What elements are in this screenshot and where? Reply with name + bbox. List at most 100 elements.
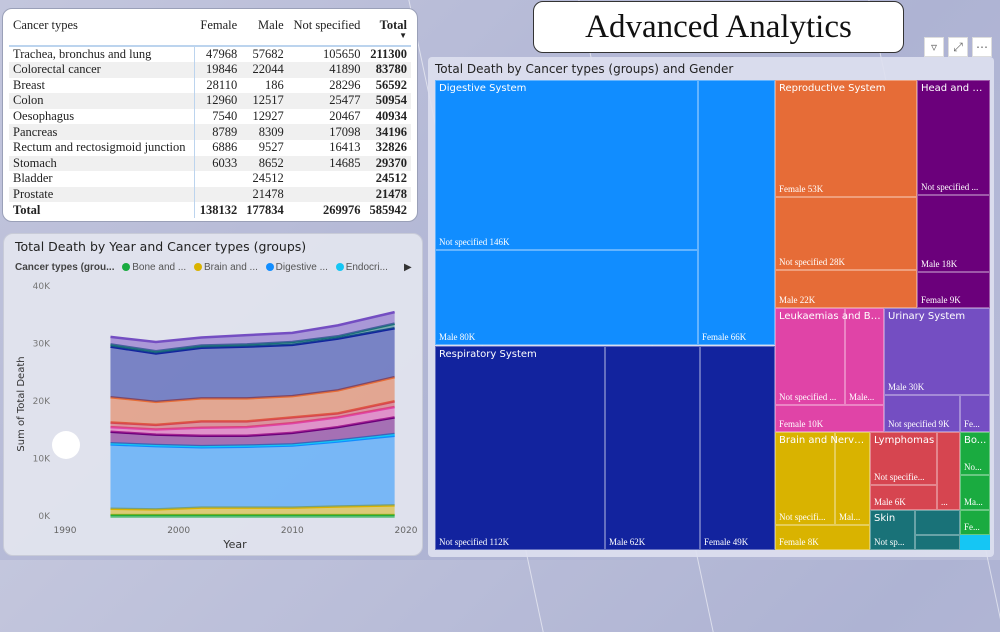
treemap-group-label: Bo... (964, 435, 987, 446)
treemap-visual: Total Death by Cancer types (groups) and… (428, 57, 994, 557)
legend-label: Bone and ... (132, 262, 187, 273)
treemap-cell-label: No... (964, 462, 982, 472)
column-header[interactable]: Cancer types (9, 15, 195, 47)
treemap-cell[interactable]: Fe... (960, 510, 990, 535)
table-cell: 211300 (370, 47, 407, 61)
filter-icon[interactable]: ▿ (924, 37, 944, 57)
table-header-row: Cancer types Female Male Not specified Total… (9, 15, 411, 47)
column-header[interactable]: Male (241, 15, 288, 47)
treemap-group[interactable] (960, 535, 990, 550)
area-series-8[interactable] (110, 328, 395, 402)
treemap-group[interactable]: Not specifi... Mal... Female 8K Brain and N… (775, 432, 870, 550)
column-header-label: Total (379, 18, 407, 32)
legend-item[interactable]: Digestive ... (261, 262, 328, 273)
table-cell: 585942 (369, 202, 408, 217)
legend-next-arrow-icon[interactable]: ▶ (404, 262, 412, 273)
legend-item[interactable]: Endocri... (331, 262, 388, 273)
table-cell: 6886 (212, 140, 238, 155)
treemap-group-label: Leukaemias and Blo... (779, 311, 881, 322)
table-cell: Colorectal cancer (9, 62, 195, 78)
treemap-cell[interactable]: Female 8K (775, 525, 870, 550)
column-header[interactable]: Not specified (287, 15, 365, 47)
treemap-group-label: Respiratory System (439, 349, 537, 360)
table-cell: Colon (9, 93, 195, 109)
treemap-cell[interactable]: Not specified 146K (435, 80, 698, 250)
treemap-cell[interactable]: Female 66K (698, 80, 775, 345)
treemap-group[interactable]: Not specified ... Male 18K Female 9K Head a… (917, 80, 990, 308)
table-cell: 47968 (205, 47, 238, 61)
treemap-cell-label: Male 22K (779, 295, 816, 305)
treemap-cell[interactable]: Male 6K (870, 485, 937, 510)
treemap-cell[interactable]: Female 9K (917, 272, 990, 308)
treemap-cell[interactable]: Not sp... (870, 510, 915, 550)
treemap-group[interactable]: Not specified 112K Male 62K Female 49K Resp… (435, 346, 775, 550)
area-series-7[interactable] (110, 377, 395, 425)
legend-item[interactable]: Bone and ... (117, 262, 186, 273)
treemap-cell[interactable]: Not specified ... (917, 80, 990, 195)
treemap-group[interactable]: Female 53K Not specified 28K Male 22K Repro… (775, 80, 917, 308)
treemap-cell[interactable]: Female 49K (700, 346, 775, 550)
treemap-cell[interactable]: ... (937, 432, 960, 510)
area-chart-visual: Total Death by Year and Cancer types (gr… (3, 233, 423, 556)
treemap-cell[interactable]: Not specifi... (775, 432, 835, 525)
treemap-group[interactable]: Not specified ... Male... Female 10K Leukae… (775, 308, 884, 432)
treemap-cell-label: Male 18K (921, 259, 958, 269)
treemap-cell[interactable]: Female 10K (775, 405, 884, 432)
legend-marker (335, 263, 344, 271)
treemap-cell[interactable]: Not specified 112K (435, 346, 605, 550)
table-cell: 24512 (375, 171, 407, 186)
treemap-cell[interactable]: Male 18K (917, 195, 990, 272)
treemap-cell[interactable]: Male 80K (435, 250, 698, 345)
treemap-cell[interactable]: Not specifie... (870, 432, 937, 485)
area-series-10[interactable] (110, 312, 395, 352)
treemap-cell[interactable]: Not specified ... (775, 308, 845, 405)
table-cell: 138132 (199, 202, 238, 217)
treemap-group[interactable]: Male 30K Not specified 9K Fe... Urinary Sys… (884, 308, 990, 432)
table-row: Stomach 6033 8652 14685 29370 (9, 155, 411, 172)
treemap-cell[interactable] (915, 510, 960, 535)
treemap-cell[interactable]: Male... (845, 308, 884, 405)
treemap-group[interactable]: Not sp... Skin (870, 510, 960, 550)
table-cell: 56592 (375, 77, 407, 92)
treemap-cell[interactable]: Mal... (835, 432, 870, 525)
treemap-cell[interactable]: No... (960, 432, 990, 475)
treemap-cell-label: Female 66K (702, 332, 747, 342)
treemap-group[interactable]: No... Ma... Fe... Bo... (960, 432, 990, 535)
focus-mode-icon[interactable]: ⤢ (948, 37, 968, 57)
treemap-cell[interactable] (915, 535, 960, 550)
table-cell: 24512 (252, 171, 284, 186)
table-cell: 29370 (364, 155, 411, 172)
treemap-group[interactable]: Not specified 146K Male 80K Female 66K Dige… (435, 80, 775, 345)
column-header[interactable]: Total ▼ (364, 15, 411, 47)
treemap-group-label: Reproductive System (779, 83, 886, 94)
area-series-4[interactable] (110, 417, 395, 447)
area-series-2[interactable] (110, 435, 395, 510)
treemap-group-label: Head and N... (921, 83, 987, 94)
treemap-cell[interactable]: Male 62K (605, 346, 700, 550)
treemap-group[interactable]: Not specifie... Male 6K... Lymphomas (870, 432, 960, 510)
legend-marker (265, 263, 274, 271)
table-cell: 25477 (287, 93, 365, 109)
table-cell: 8652 (241, 155, 288, 172)
table-total-row: Total 138132 177834 269976 585942 (9, 202, 411, 218)
treemap-title: Total Death by Cancer types (groups) and… (435, 62, 734, 76)
legend-item[interactable]: Brain and ... (189, 262, 258, 273)
treemap-cell[interactable]: Male 30K (884, 308, 990, 395)
treemap-cell[interactable]: Male 22K (775, 270, 917, 308)
more-options-icon[interactable]: ⋯ (972, 37, 992, 57)
x-tick-label: 1990 (54, 526, 77, 536)
treemap-cell[interactable]: Not specified 9K (884, 395, 960, 432)
treemap-cell-label: Female 9K (921, 295, 961, 305)
area-series-6[interactable] (110, 401, 395, 430)
treemap-cell[interactable]: Fe... (960, 395, 990, 432)
y-tick-label: 30K (33, 340, 51, 350)
treemap-cell-label: Mal... (839, 512, 861, 522)
table-row: Breast 28110 186 28296 56592 (9, 77, 411, 94)
y-tick-label: 10K (33, 455, 51, 465)
table-cell: 9527 (258, 140, 284, 155)
treemap-cell[interactable]: Ma... (960, 475, 990, 510)
treemap-cell[interactable]: Female 53K (775, 80, 917, 197)
column-header[interactable]: Female (194, 15, 242, 47)
treemap-group-label: Brain and Nervo... (779, 435, 867, 446)
treemap-cell[interactable]: Not specified 28K (775, 197, 917, 270)
